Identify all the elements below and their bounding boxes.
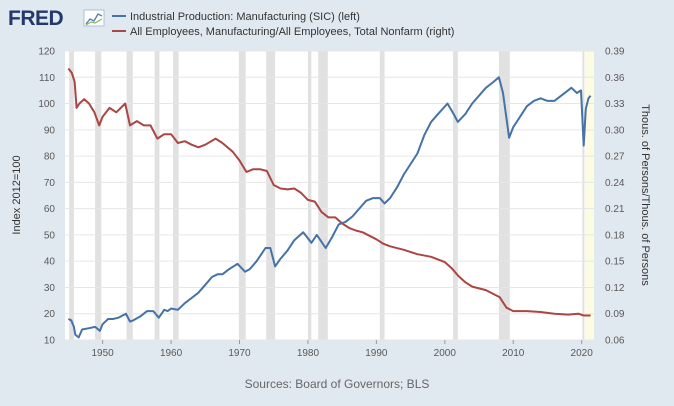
y-left-axis-label: Index 2012=100: [11, 155, 23, 234]
recession-band-0: [69, 51, 74, 340]
legend-label-left: Industrial Production: Manufacturing (SI…: [130, 11, 360, 23]
y-right-tick-label: 0.06: [605, 336, 625, 347]
x-tick-label: 1980: [297, 348, 320, 359]
y-left-tick-label: 70: [44, 178, 56, 189]
y-left-tick-label: 30: [44, 283, 56, 294]
recession-band-2: [126, 51, 133, 340]
x-tick-label: 1970: [228, 348, 251, 359]
y-left-tick-label: 80: [44, 152, 56, 163]
y-right-tick-label: 0.15: [605, 257, 625, 268]
recession-band-1: [95, 51, 102, 340]
y-right-tick-label: 0.21: [605, 204, 625, 215]
recession-band-5: [238, 51, 246, 340]
fred-line-chart-icon: [83, 9, 105, 27]
recession-bands: [69, 51, 594, 340]
y-left-tick-label: 10: [44, 336, 56, 347]
x-tick-label: 1950: [92, 348, 115, 359]
y-right-tick-label: 0.09: [605, 309, 625, 320]
recession-band-12: [582, 51, 585, 340]
y-right-tick-label: 0.39: [605, 47, 625, 58]
series-line-industrial-production: [67, 76, 592, 339]
y-left-tick-label: 20: [44, 309, 56, 320]
recession-band-7: [307, 51, 312, 340]
x-tick-label: 1960: [160, 348, 183, 359]
recession-band-9: [379, 51, 385, 340]
x-axis-ticks: 1950 1960 1970 1980 1990 2000 2010 2020: [92, 340, 594, 359]
gridlines: [65, 50, 594, 341]
series-lines: [67, 67, 592, 339]
preliminary-band: [585, 51, 594, 340]
y-left-tick-label: 50: [44, 230, 56, 241]
recession-band-3: [154, 51, 160, 340]
y-left-tick-label: 110: [39, 73, 55, 84]
x-tick-label: 2010: [502, 348, 525, 359]
recession-band-6: [266, 51, 276, 340]
y-left-tick-label: 40: [44, 257, 56, 268]
y-left-tick-label: 60: [44, 204, 56, 215]
y-right-tick-label: 0.24: [605, 178, 625, 189]
source-note: Sources: Board of Governors; BLS: [245, 377, 430, 391]
y-right-axis-label: Thous. of Persons/Thous. of Persons: [639, 104, 651, 286]
y-right-tick-label: 0.18: [605, 230, 625, 241]
y-left-axis-ticks: 10 20 30 40 50 60 70 80 90 100 110 120: [38, 47, 55, 347]
recession-band-8: [318, 51, 328, 340]
y-right-tick-label: 0.12: [605, 283, 625, 294]
x-tick-label: 2000: [434, 348, 457, 359]
legend: Industrial Production: Manufacturing (SI…: [112, 11, 454, 38]
legend-label-right: All Employees, Manufacturing/All Employe…: [130, 26, 454, 38]
x-tick-label: 2020: [571, 348, 594, 359]
y-right-tick-label: 0.27: [605, 152, 625, 163]
y-right-tick-label: 0.36: [605, 73, 625, 84]
y-left-tick-label: 120: [38, 47, 55, 58]
y-right-tick-label: 0.30: [605, 125, 625, 136]
y-right-axis-ticks: 0.06 0.09 0.12 0.15 0.18 0.21 0.24 0.27 0.30 0.33…: [605, 47, 625, 347]
y-left-tick-label: 90: [44, 125, 56, 136]
recession-band-10: [453, 51, 458, 340]
recession-band-11: [498, 51, 510, 340]
y-right-tick-label: 0.33: [605, 99, 625, 110]
fred-logo[interactable]: FRED: [8, 7, 105, 30]
series-line-manufacturing-employment-share: [67, 67, 591, 317]
plot-area: [65, 51, 594, 340]
x-tick-label: 1990: [365, 348, 388, 359]
recession-band-4: [173, 51, 179, 340]
fred-logo-text: FRED: [8, 7, 64, 30]
y-left-tick-label: 100: [38, 99, 55, 110]
